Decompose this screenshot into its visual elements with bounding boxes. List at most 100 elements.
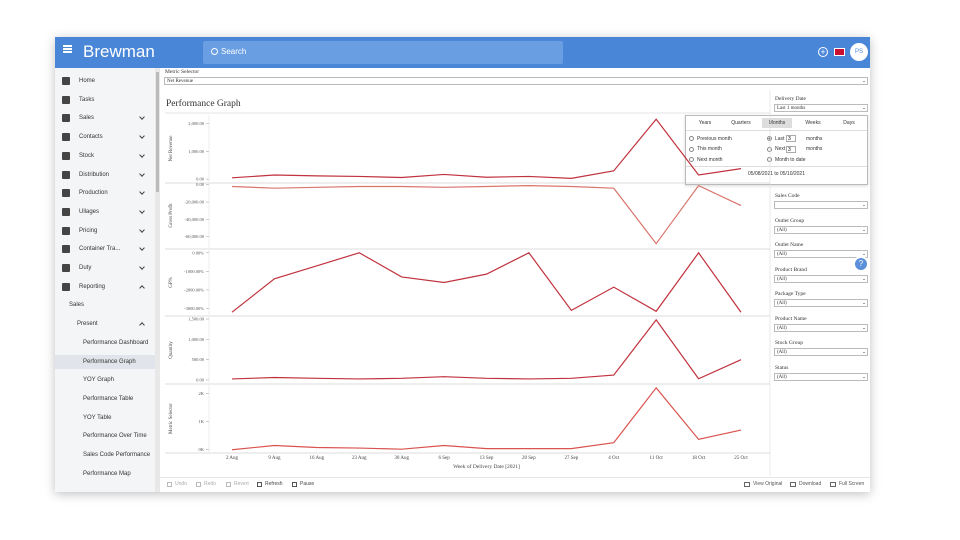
- filter-dropdown[interactable]: [774, 201, 868, 209]
- toolbar-icon: [226, 482, 231, 487]
- x-tick-label: 11 Oct: [650, 456, 664, 461]
- x-axis-label: Week of Delivery Date [2021]: [453, 463, 520, 470]
- toolbar-icon: [292, 482, 297, 487]
- y-axis-label: GP%: [169, 277, 174, 288]
- period-option: This month: [697, 146, 722, 152]
- nav-item[interactable]: Tasks: [79, 96, 95, 103]
- nav-icon: [62, 226, 70, 235]
- x-tick-label: 20 Sep: [522, 456, 536, 461]
- filter-dropdown[interactable]: (All): [774, 323, 868, 332]
- period-picker: Years Quarters Months Weeks Days Previous mon…: [685, 115, 868, 185]
- y-axis-label: Gross Profit: [169, 203, 174, 228]
- nav-item[interactable]: Contacts: [79, 134, 103, 141]
- y-tick-label: 0.00: [196, 377, 205, 382]
- nav-item[interactable]: Duty: [79, 265, 92, 271]
- nav-item[interactable]: Performance Over Time: [83, 433, 147, 440]
- x-tick-label: 2 Aug: [226, 456, 239, 461]
- filter-dropdown[interactable]: Last 1 months: [774, 104, 868, 112]
- nav-icon: [62, 264, 70, 272]
- help-button[interactable]: ?: [853, 256, 869, 272]
- metric-line: [231, 118, 742, 179]
- radio[interactable]: [689, 146, 694, 152]
- toolbar-button[interactable]: Redo: [204, 481, 216, 487]
- nav-item[interactable]: Ullages: [79, 208, 100, 215]
- toolbar-icon: [196, 482, 201, 487]
- nav-item[interactable]: Pricing: [79, 227, 98, 234]
- nav-item[interactable]: Distribution: [79, 171, 110, 178]
- filter-label: Delivery Date: [775, 96, 806, 102]
- y-tick-label: 1,500.00: [188, 317, 205, 323]
- x-tick-label: 25 Oct: [734, 456, 748, 461]
- y-tick-label: -2000.00%: [184, 287, 204, 292]
- user-avatar[interactable]: PS: [850, 43, 868, 61]
- toolbar-icon: [830, 482, 836, 487]
- nav-item[interactable]: Performance Dashboard: [83, 339, 149, 346]
- radio[interactable]: [689, 136, 694, 141]
- metric-selector-dropdown[interactable]: Net Revenue: [164, 77, 868, 85]
- period-unit: months: [806, 135, 823, 142]
- period-tab[interactable]: Years: [698, 120, 712, 126]
- period-tab[interactable]: Weeks: [805, 120, 821, 126]
- period-tab[interactable]: Days: [843, 120, 855, 126]
- nav-icon: [62, 282, 70, 291]
- nav-icon: [62, 189, 70, 198]
- nav-item[interactable]: Container Tra...: [79, 246, 121, 253]
- period-tab[interactable]: Months: [768, 120, 786, 126]
- nav-item[interactable]: Sales: [79, 115, 95, 122]
- nav-item[interactable]: Reporting: [79, 283, 106, 290]
- toolbar-button[interactable]: Full Screen: [839, 481, 865, 487]
- period-count[interactable]: 3: [786, 135, 796, 142]
- nav-item[interactable]: Stock: [79, 152, 95, 159]
- radio[interactable]: [767, 136, 772, 141]
- sidebar-scrollbar[interactable]: [155, 68, 160, 492]
- nav-icon: [62, 114, 70, 123]
- toolbar-button[interactable]: Pause: [300, 481, 315, 487]
- y-tick-label: -20,000.00: [185, 200, 205, 206]
- nav-item[interactable]: YOY Graph: [83, 377, 114, 384]
- x-tick-label: 9 Aug: [268, 456, 281, 461]
- toolbar-button[interactable]: Refresh: [265, 481, 283, 487]
- range-divider: [686, 166, 867, 167]
- nav-item[interactable]: Sales Code Performance: [83, 452, 151, 458]
- toolbar-button[interactable]: Undo: [175, 481, 187, 487]
- add-button[interactable]: +: [818, 47, 828, 57]
- nav-item[interactable]: Sales: [69, 302, 85, 309]
- search-box[interactable]: Search: [203, 41, 563, 64]
- radio[interactable]: [767, 157, 772, 162]
- scroll-thumb[interactable]: [156, 72, 159, 192]
- y-tick-label: 2,000.00: [188, 121, 205, 127]
- filter-dropdown[interactable]: (All): [774, 348, 868, 356]
- filter-dropdown[interactable]: (All): [774, 225, 868, 234]
- x-tick-label: 23 Aug: [352, 456, 367, 461]
- active-tab: [762, 118, 792, 128]
- period-tab[interactable]: Quarters: [731, 120, 751, 126]
- nav-item[interactable]: YOY Table: [83, 414, 112, 421]
- period-count[interactable]: 3: [786, 145, 796, 153]
- nav-item[interactable]: Home: [79, 78, 96, 84]
- toolbar-button[interactable]: View Original: [753, 481, 783, 487]
- y-tick-label: 1,000.00: [188, 149, 205, 155]
- language-flag[interactable]: [834, 48, 845, 56]
- nav-item[interactable]: Present: [77, 321, 98, 328]
- radio[interactable]: [689, 157, 694, 162]
- radio[interactable]: [767, 146, 772, 152]
- y-tick-label: 2K: [199, 391, 205, 396]
- nav-item[interactable]: Performance Map: [83, 470, 131, 477]
- nav-item[interactable]: Performance Graph: [83, 358, 136, 365]
- filter-dropdown[interactable]: (All): [774, 372, 868, 381]
- toolbar-button[interactable]: Revert: [234, 481, 249, 487]
- nav-icon: [62, 207, 70, 216]
- period-option: Month to date: [775, 156, 806, 163]
- filter-dropdown[interactable]: (All): [774, 274, 868, 283]
- period-option: Next: [775, 146, 786, 152]
- period-range: 05/08/2021 to 05/10/2021: [748, 171, 805, 177]
- nav-icon: [62, 151, 70, 160]
- menu-button[interactable]: [63, 45, 72, 47]
- nav-item[interactable]: Performance Table: [83, 395, 134, 402]
- filter-dropdown[interactable]: (All): [774, 250, 868, 258]
- toolbar-button[interactable]: Download: [799, 481, 822, 487]
- nav-item[interactable]: Production: [79, 190, 108, 197]
- filter-dropdown[interactable]: (All): [774, 299, 868, 307]
- y-axis-label: Quantity: [169, 341, 174, 359]
